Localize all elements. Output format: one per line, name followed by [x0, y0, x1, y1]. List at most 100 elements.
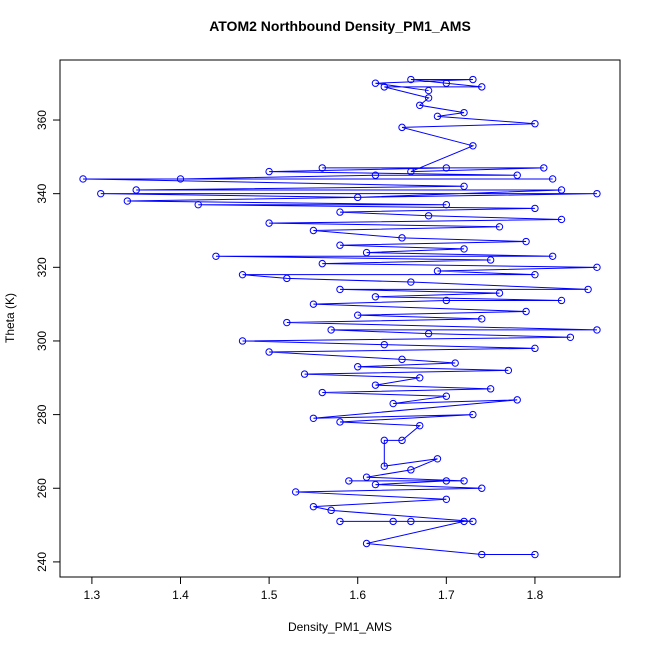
data-point: [469, 517, 477, 526]
data-point: [309, 226, 318, 235]
data-point: [557, 215, 566, 224]
data-point: [380, 436, 389, 445]
data-point: [442, 392, 451, 400]
data-point: [522, 237, 530, 246]
data-point: [469, 410, 477, 419]
data-point: [416, 421, 424, 430]
data-point: [132, 186, 140, 194]
data-point: [309, 502, 318, 511]
data-point: [345, 477, 353, 485]
x-tick-label: 1.5: [261, 588, 278, 602]
x-tick-label: 1.8: [527, 588, 544, 602]
data-point: [371, 381, 380, 389]
data-point: [548, 252, 557, 260]
data-point: [540, 164, 548, 172]
data-point: [548, 175, 557, 183]
data-point: [398, 436, 406, 445]
data-point: [478, 550, 486, 559]
data-line: [83, 79, 597, 556]
data-point: [362, 473, 371, 481]
data-point: [123, 197, 132, 205]
data-point: [451, 359, 459, 367]
data-point: [531, 344, 539, 353]
data-point: [566, 333, 575, 341]
data-point: [593, 326, 601, 334]
data-point: [522, 307, 530, 316]
data-point: [398, 123, 406, 132]
data-point: [309, 414, 318, 422]
data-point: [593, 263, 601, 272]
data-point: [478, 83, 486, 91]
y-tick-label: 300: [35, 331, 49, 351]
data-point: [389, 399, 397, 408]
data-point: [265, 219, 273, 227]
x-tick-label: 1.7: [438, 588, 455, 602]
data-point: [478, 315, 486, 323]
data-point: [407, 167, 415, 176]
data-point: [398, 355, 406, 364]
data-point: [327, 326, 335, 334]
data-point: [442, 164, 451, 172]
data-point: [336, 517, 344, 526]
data-point: [531, 120, 539, 128]
chart-title: ATOM2 Northbound Density_PM1_AMS: [209, 18, 471, 34]
data-point: [371, 79, 380, 87]
data-point: [442, 201, 451, 209]
plot-frame: [59, 59, 621, 578]
data-point: [424, 86, 433, 95]
data-point: [460, 108, 468, 117]
data-point: [354, 311, 362, 319]
data-point: [327, 506, 335, 515]
data-point: [442, 495, 451, 504]
data-point: [531, 550, 539, 559]
data-point: [495, 223, 504, 231]
data-point: [478, 484, 486, 492]
data-point: [283, 318, 291, 327]
data-point: [531, 270, 539, 279]
data-point: [380, 462, 389, 470]
data-point: [212, 252, 220, 260]
data-point: [460, 245, 468, 253]
data-point: [371, 171, 380, 179]
data-point: [79, 175, 87, 183]
data-point: [318, 164, 326, 172]
data-point: [238, 270, 247, 279]
data-point: [407, 278, 415, 286]
data-point: [433, 267, 442, 275]
data-point: [433, 112, 442, 121]
data-point: [442, 296, 451, 305]
data-point: [424, 329, 433, 338]
data-point: [354, 363, 362, 371]
data-point: [300, 370, 309, 378]
data-point: [291, 488, 300, 496]
data-point: [407, 517, 415, 526]
data-point: [460, 182, 468, 191]
x-tick-label: 1.3: [84, 588, 101, 602]
data-point: [486, 385, 495, 393]
data-point: [265, 348, 273, 356]
data-point: [362, 248, 371, 257]
data-point: [380, 340, 389, 349]
data-point: [354, 193, 362, 202]
data-point: [194, 201, 202, 209]
x-tick-label: 1.4: [172, 588, 189, 602]
data-point: [389, 517, 397, 526]
data-point: [557, 186, 566, 194]
data-point: [398, 234, 406, 242]
data-point: [416, 374, 424, 382]
x-tick-label: 1.6: [349, 588, 366, 602]
data-point: [336, 241, 344, 249]
y-tick-label: 280: [35, 404, 49, 424]
data-point: [513, 171, 521, 179]
data-point: [442, 477, 451, 485]
data-point: [433, 455, 442, 463]
data-point: [380, 83, 389, 91]
data-point: [336, 285, 344, 294]
data-point: [407, 75, 415, 84]
y-tick-label: 340: [35, 183, 49, 203]
data-point: [504, 366, 513, 375]
data-point: [460, 517, 468, 526]
data-point: [371, 480, 380, 489]
data-point: [460, 477, 468, 485]
